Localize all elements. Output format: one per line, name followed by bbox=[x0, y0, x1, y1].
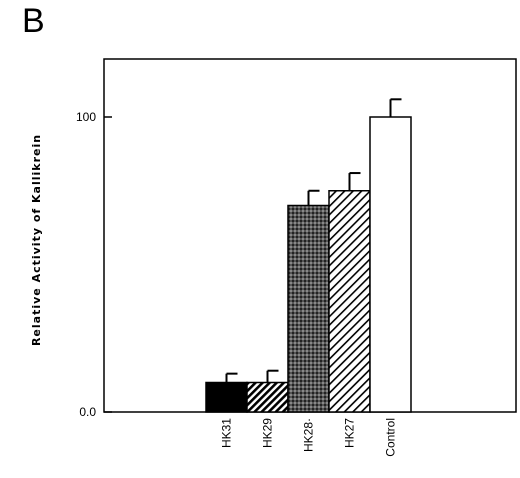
x-tick-label: Control bbox=[384, 418, 398, 457]
bar-hk27 bbox=[328, 190, 371, 413]
bar-hk28 bbox=[287, 204, 330, 413]
bars bbox=[205, 116, 412, 413]
x-tick-label: HK27 bbox=[343, 418, 357, 448]
bar-hk29 bbox=[246, 381, 289, 413]
y-tick-label: 100 bbox=[76, 110, 96, 124]
y-tick-label: 0.0 bbox=[79, 405, 96, 419]
x-tick-labels: HK31 HK29 HK28· HK27 Control bbox=[220, 418, 398, 457]
panel-letter: B bbox=[22, 2, 45, 40]
bar-hk31 bbox=[205, 381, 248, 413]
x-tick-label: HK28· bbox=[302, 418, 316, 452]
y-axis-label: Relative Activity of Kallikrein bbox=[30, 134, 43, 346]
bar-control bbox=[369, 116, 412, 413]
x-tick-label: HK31 bbox=[220, 418, 234, 448]
x-tick-label: HK29 bbox=[261, 418, 275, 448]
error-bars bbox=[225, 98, 402, 383]
y-ticks: 0.0 100 bbox=[76, 110, 112, 419]
